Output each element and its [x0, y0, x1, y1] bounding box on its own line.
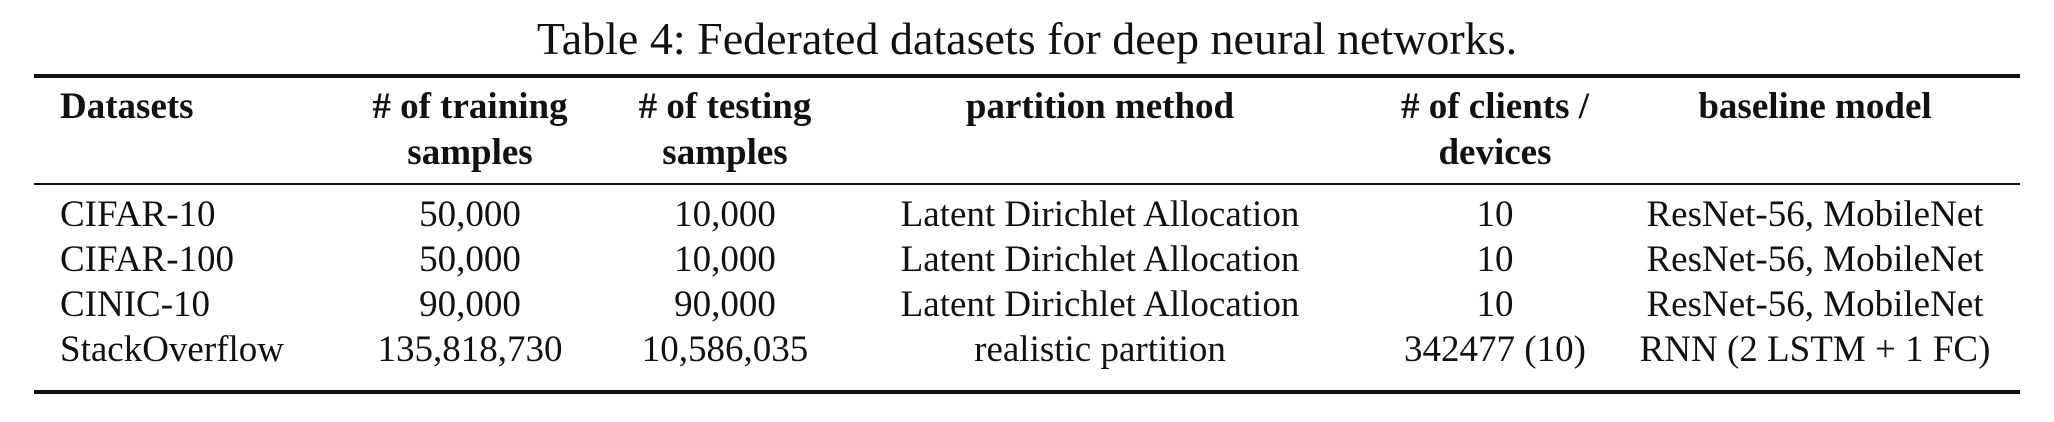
table-cell-dataset: CINIC-10	[60, 284, 211, 325]
table-cell-model: ResNet-56, MobileNet	[1646, 194, 1984, 235]
table-cell-partition: Latent Dirichlet Allocation	[900, 239, 1300, 280]
table-caption: Table 4: Federated datasets for deep neu…	[536, 13, 1518, 64]
table-cell-dataset: CIFAR-10	[60, 194, 216, 235]
table-cell-testing: 10,586,035	[641, 329, 809, 370]
table-cell-testing: 10,000	[674, 239, 776, 280]
header-partition-method: partition method	[965, 86, 1235, 127]
bottom-rule	[34, 390, 2020, 394]
table-cell-model: ResNet-56, MobileNet	[1646, 284, 1984, 325]
table-cell-model: ResNet-56, MobileNet	[1646, 239, 1984, 280]
table-cell-training: 50,000	[419, 239, 521, 280]
table-cell-model: RNN (2 LSTM + 1 FC)	[1639, 329, 1991, 370]
table-cell-clients: 342477 (10)	[1404, 329, 1586, 370]
table-cell-testing: 90,000	[674, 284, 776, 325]
table-cell-partition: Latent Dirichlet Allocation	[900, 284, 1300, 325]
table-cell-dataset: CIFAR-100	[60, 239, 235, 280]
header-clients-devices: # of clients / devices	[1400, 86, 1590, 173]
table-cell-partition: realistic partition	[974, 329, 1226, 370]
header-datasets: Datasets	[60, 86, 194, 127]
table-cell-partition: Latent Dirichlet Allocation	[900, 194, 1300, 235]
table-cell-training: 50,000	[419, 194, 521, 235]
table-cell-clients: 10	[1476, 194, 1514, 235]
table-cell-clients: 10	[1476, 239, 1514, 280]
header-training-samples: # of training samples	[372, 86, 568, 173]
table-cell-training: 90,000	[419, 284, 521, 325]
header-baseline-model: baseline model	[1698, 86, 1932, 127]
table-cell-testing: 10,000	[674, 194, 776, 235]
table-cell-training: 135,818,730	[377, 329, 563, 370]
table-cell-dataset: StackOverflow	[60, 329, 284, 370]
top-rule	[34, 74, 2020, 78]
header-rule	[34, 183, 2020, 185]
table-cell-clients: 10	[1476, 284, 1514, 325]
header-testing-samples: # of testing samples	[638, 86, 812, 173]
